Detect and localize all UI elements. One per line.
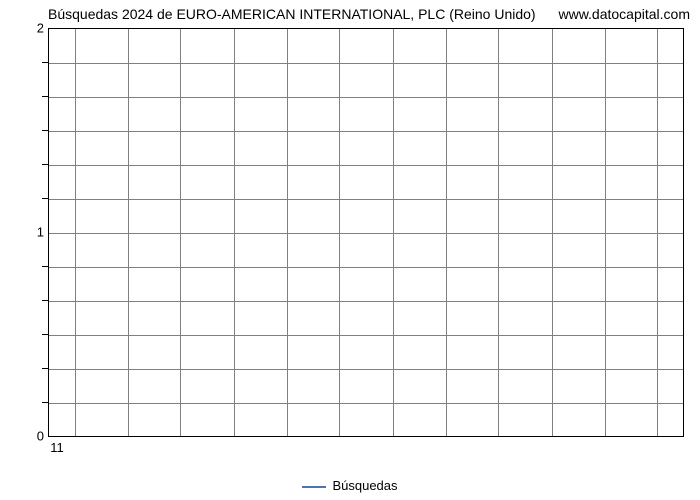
y-minor-tick xyxy=(42,130,48,131)
grid-line-v xyxy=(180,29,181,436)
y-minor-tick xyxy=(42,300,48,301)
y-minor-tick xyxy=(42,62,48,63)
y-axis-line xyxy=(48,28,49,436)
grid-line-h xyxy=(48,301,683,302)
grid-line-v xyxy=(552,29,553,436)
grid-line-v xyxy=(498,29,499,436)
grid-line-v xyxy=(446,29,447,436)
chart-container: Búsquedas 2024 de EURO-AMERICAN INTERNAT… xyxy=(0,0,700,500)
watermark: www.datocapital.com xyxy=(558,6,690,22)
grid-line-v xyxy=(657,29,658,436)
legend-label: Búsquedas xyxy=(332,478,397,493)
grid-line-h xyxy=(48,233,683,234)
grid-line-h xyxy=(48,131,683,132)
chart-title: Búsquedas 2024 de EURO-AMERICAN INTERNAT… xyxy=(48,6,536,22)
y-minor-tick xyxy=(42,96,48,97)
grid-line-v xyxy=(605,29,606,436)
y-minor-tick xyxy=(42,266,48,267)
grid-line-h xyxy=(48,335,683,336)
plot-area xyxy=(48,28,684,436)
grid-line-h xyxy=(48,97,683,98)
grid-line-v xyxy=(393,29,394,436)
grid-line-v xyxy=(339,29,340,436)
grid-line-h xyxy=(48,165,683,166)
grid-line-h xyxy=(48,63,683,64)
y-minor-tick xyxy=(42,164,48,165)
y-tick-label: 2 xyxy=(37,21,44,36)
grid-line-h xyxy=(48,199,683,200)
grid-line-v xyxy=(128,29,129,436)
grid-line-v xyxy=(234,29,235,436)
legend-line-swatch xyxy=(302,486,326,488)
grid-line-v xyxy=(75,29,76,436)
y-minor-tick xyxy=(42,368,48,369)
grid-line-h xyxy=(48,369,683,370)
grid-line-h xyxy=(48,403,683,404)
y-tick-label: 1 xyxy=(37,225,44,240)
grid-line-h xyxy=(48,267,683,268)
grid-line-v xyxy=(287,29,288,436)
x-tick-label: 11 xyxy=(50,440,64,455)
y-minor-tick xyxy=(42,402,48,403)
y-minor-tick xyxy=(42,198,48,199)
legend: Búsquedas xyxy=(0,478,700,493)
y-minor-tick xyxy=(42,334,48,335)
x-axis-line xyxy=(48,436,684,437)
y-tick-label: 0 xyxy=(37,429,44,444)
